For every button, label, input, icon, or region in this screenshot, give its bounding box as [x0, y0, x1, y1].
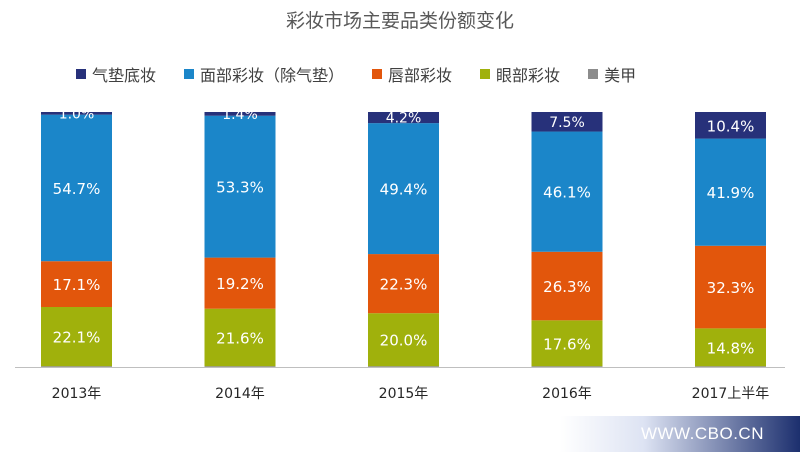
- x-tick-label: 2015年: [379, 386, 429, 402]
- legend-swatch: [76, 69, 86, 79]
- bar-segment: [204, 257, 276, 309]
- data-label: 21.6%: [216, 329, 264, 347]
- data-label: 7.5%: [549, 115, 585, 131]
- data-label: 1.0%: [59, 106, 95, 122]
- data-label: 54.7%: [53, 180, 101, 198]
- data-label: 22.3%: [380, 276, 428, 294]
- bar-segment: [531, 112, 603, 132]
- bar-segment: [531, 131, 603, 252]
- legend-item: 面部彩妆（除气垫）: [184, 62, 344, 86]
- bar-segment: [368, 123, 439, 255]
- chart-title: 彩妆市场主要品类份额变化: [285, 10, 514, 32]
- legend-swatch: [588, 69, 599, 79]
- legend-label: 美甲: [604, 66, 637, 85]
- bar-segment: [695, 112, 766, 139]
- x-tick-label: 2017上半年: [692, 386, 770, 402]
- data-label: 22.1%: [53, 329, 101, 347]
- x-tick-label: 2014年: [215, 386, 265, 402]
- legend-item: 气垫底妆: [76, 62, 156, 86]
- legend-label: 面部彩妆（除气垫）: [200, 66, 345, 85]
- bar-segment: [695, 245, 766, 329]
- bar-segment: [368, 313, 439, 367]
- bar-segment: [41, 114, 112, 262]
- bar-segment: [204, 366, 276, 367]
- data-label: 53.3%: [216, 179, 264, 197]
- data-label: 20.0%: [380, 332, 428, 350]
- legend-item: 眼部彩妆: [480, 62, 560, 86]
- legend-swatch: [372, 69, 383, 79]
- data-label: 26.3%: [543, 278, 591, 296]
- data-label: 41.9%: [707, 184, 755, 202]
- data-label: 10.4%: [707, 117, 755, 135]
- legend-label: 气垫底妆: [92, 66, 157, 85]
- legend-label: 眼部彩妆: [496, 66, 561, 85]
- x-tick-label: 2013年: [52, 386, 102, 402]
- bar-segment: [695, 366, 766, 367]
- data-label: 1.4%: [222, 107, 258, 123]
- bar-segment: [41, 112, 112, 115]
- bar-segment: [695, 328, 766, 367]
- bar-segment: [695, 138, 766, 246]
- data-label: 19.2%: [216, 275, 264, 293]
- x-tick-label: 2016年: [542, 386, 592, 402]
- bar-segment: [204, 308, 276, 367]
- data-label: 4.2%: [386, 111, 422, 127]
- data-label: 17.6%: [543, 335, 591, 353]
- bar-segment: [368, 366, 439, 367]
- legend-swatch: [480, 69, 491, 79]
- data-label: 14.8%: [707, 339, 755, 357]
- bar-segment: [41, 366, 112, 367]
- watermark: WWW.CBO.CN: [640, 424, 764, 443]
- legend-item: 美甲: [588, 62, 636, 86]
- legend: 气垫底妆 面部彩妆（除气垫） 唇部彩妆 眼部彩妆 美甲: [76, 62, 664, 86]
- data-label: 17.1%: [53, 276, 101, 294]
- data-label: 46.1%: [543, 184, 591, 202]
- bar-segment: [41, 307, 112, 367]
- data-label: 49.4%: [380, 181, 428, 199]
- legend-swatch: [184, 69, 195, 79]
- legend-item: 唇部彩妆: [372, 62, 452, 86]
- bar-segment: [204, 112, 276, 116]
- bar-segment: [531, 251, 603, 321]
- bar-segment: [204, 115, 276, 258]
- watermark-band: [560, 416, 800, 452]
- bar-segment: [531, 366, 603, 367]
- data-label: 32.3%: [707, 279, 755, 297]
- bar-segment: [531, 320, 603, 367]
- legend-label: 唇部彩妆: [388, 66, 453, 85]
- bar-segment: [368, 254, 439, 314]
- bar-segment: [41, 261, 112, 307]
- bar-segment: [368, 112, 439, 124]
